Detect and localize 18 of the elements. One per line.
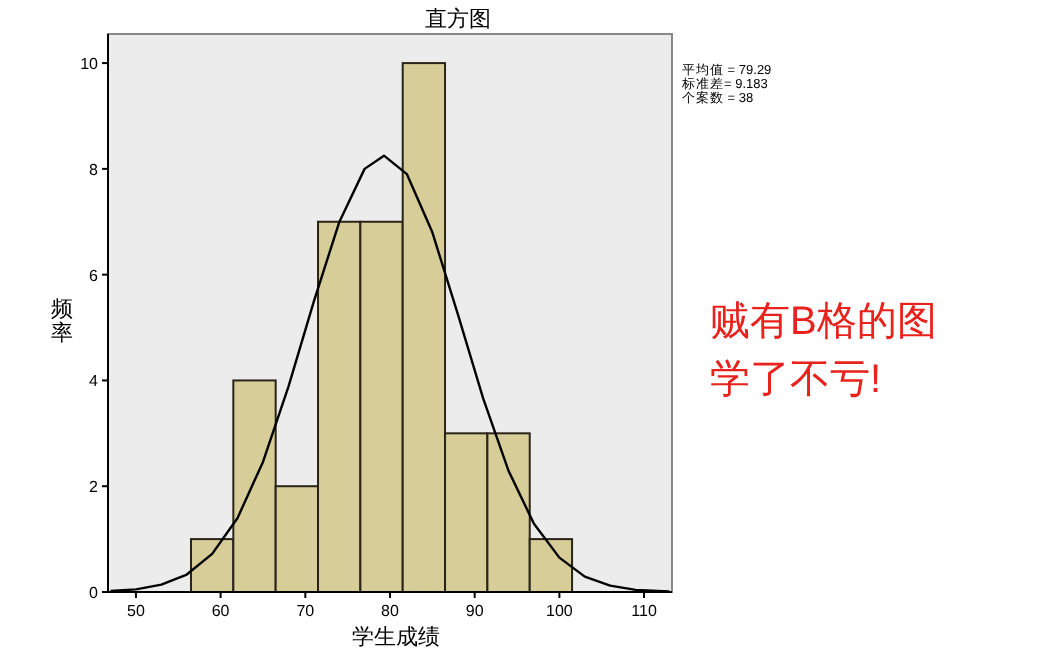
chart-title: 直方图 bbox=[425, 6, 491, 32]
text: 学了不亏! bbox=[710, 358, 882, 402]
text: 贼有B格的图 bbox=[710, 300, 937, 344]
x-axis-title: 学生成绩 bbox=[352, 624, 440, 650]
x-tick-label: 80 bbox=[381, 602, 400, 620]
x-tick-label: 70 bbox=[296, 602, 316, 620]
x-tick-label: 100 bbox=[546, 602, 574, 620]
x-tick-label: 110 bbox=[631, 602, 658, 620]
x-tick-label: 90 bbox=[465, 602, 485, 620]
y-tick-label: 10 bbox=[80, 55, 100, 74]
x-tick-label: 60 bbox=[211, 602, 231, 620]
y-tick-label: 6 bbox=[89, 266, 100, 285]
y-axis-title: 频率 bbox=[51, 298, 73, 346]
y-tick-label: 2 bbox=[89, 478, 100, 497]
x-tick-label: 50 bbox=[127, 602, 146, 620]
y-tick-label: 0 bbox=[89, 584, 100, 602]
y-tick-label: 8 bbox=[89, 160, 100, 179]
y-tick-label: 4 bbox=[89, 372, 100, 391]
